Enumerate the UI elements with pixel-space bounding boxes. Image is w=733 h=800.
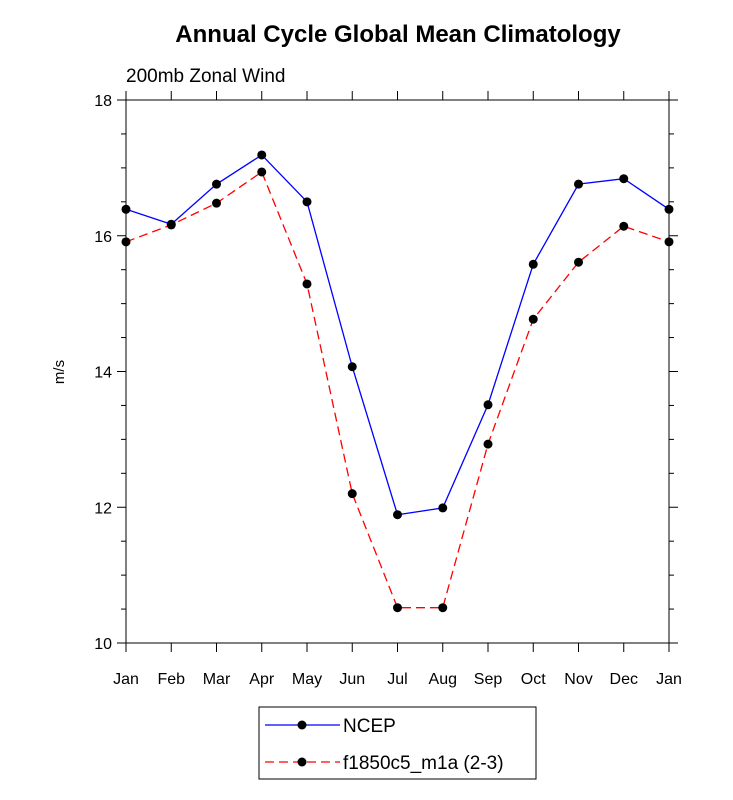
- data-point: [257, 150, 267, 160]
- x-tick-label: Apr: [249, 671, 275, 688]
- x-tick-label: Nov: [564, 671, 592, 688]
- x-tick-label: May: [292, 671, 322, 688]
- data-point: [347, 362, 357, 372]
- data-point: [574, 257, 583, 267]
- data-point: [483, 400, 493, 410]
- data-point: [212, 179, 221, 189]
- x-tick-label: Jan: [113, 671, 139, 688]
- y-tick-label: 12: [94, 500, 112, 517]
- data-point: [574, 179, 583, 189]
- x-tick-label: Feb: [157, 671, 185, 688]
- plot-frame: [125, 99, 670, 644]
- x-tick-label: Oct: [521, 671, 546, 688]
- data-point: [619, 221, 629, 231]
- legend: NCEP f1850c5_m1a (2-3): [258, 706, 537, 780]
- chart-title: Annual Cycle Global Mean Climatology: [175, 21, 621, 48]
- data-point: [393, 603, 402, 613]
- y-axis-label: m/s: [51, 360, 68, 384]
- y-tick-label: 10: [94, 636, 112, 653]
- x-tick-label: Jul: [387, 671, 407, 688]
- data-point: [438, 503, 448, 513]
- data-point: [528, 314, 538, 324]
- data-point: [212, 198, 221, 208]
- chart-subtitle: 200mb Zonal Wind: [126, 66, 285, 87]
- legend-label: f1850c5_m1a (2-3): [343, 753, 504, 774]
- y-tick-label: 14: [94, 365, 112, 382]
- data-point: [166, 220, 176, 230]
- data-point: [619, 174, 629, 184]
- x-tick-label: Sep: [474, 671, 503, 688]
- data-point: [483, 439, 493, 449]
- x-tick-label: Jun: [339, 671, 365, 688]
- data-point: [302, 279, 312, 289]
- data-point: [257, 167, 267, 177]
- series-line-1: [125, 170, 670, 609]
- legend-label: NCEP: [343, 716, 396, 737]
- series-line-0: [125, 154, 670, 516]
- legend-marker: [297, 720, 307, 730]
- legend-marker: [297, 757, 307, 767]
- x-tick-label: Aug: [429, 671, 457, 688]
- x-tick-label: Dec: [610, 671, 638, 688]
- data-point: [664, 204, 674, 214]
- data-point: [121, 204, 131, 214]
- data-point: [302, 197, 312, 207]
- data-point: [664, 237, 674, 247]
- data-point: [438, 603, 448, 613]
- y-tick-label: 16: [94, 229, 112, 246]
- data-point: [528, 259, 538, 269]
- x-tick-label: Mar: [203, 671, 231, 688]
- y-tick-label: 18: [94, 93, 112, 110]
- data-point: [393, 510, 402, 520]
- data-point: [121, 237, 131, 247]
- data-point: [347, 489, 357, 499]
- x-tick-label: Jan: [656, 671, 682, 688]
